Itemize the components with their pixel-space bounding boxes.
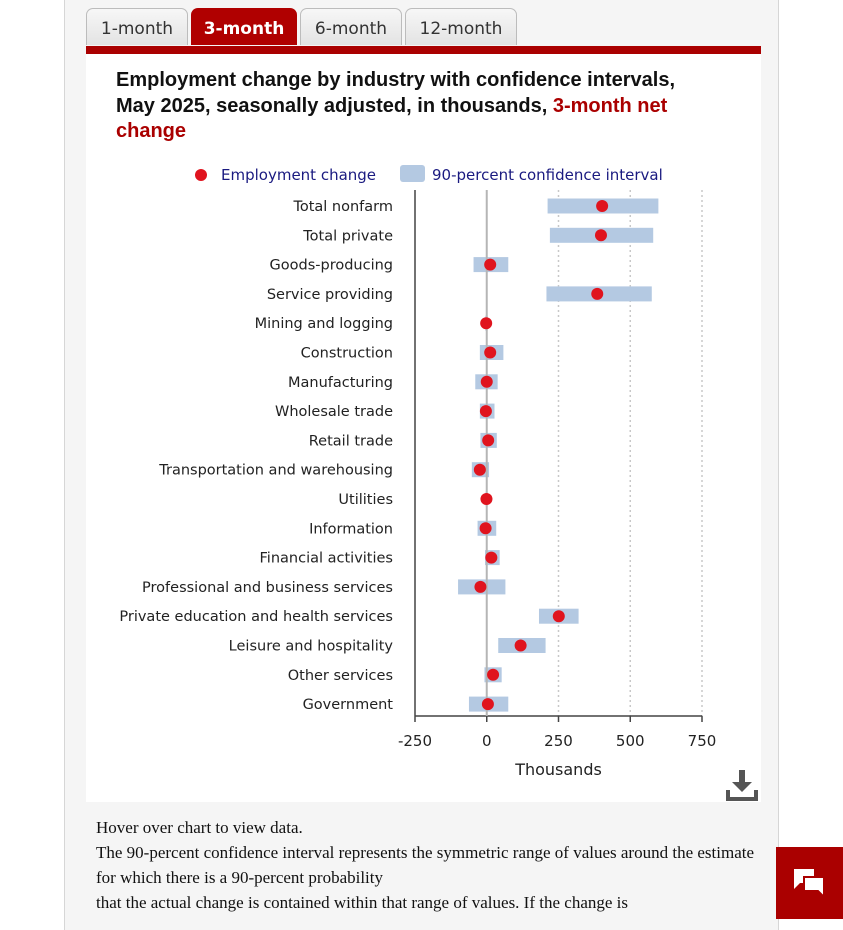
category-label: Private education and health services xyxy=(119,609,393,625)
legend-interval-swatch xyxy=(400,165,425,182)
chat-button[interactable] xyxy=(776,847,843,919)
data-point xyxy=(487,668,500,681)
data-point xyxy=(591,287,604,300)
data-point xyxy=(552,610,565,623)
data-point xyxy=(514,639,527,652)
data-point xyxy=(484,346,497,359)
category-label: Construction xyxy=(301,346,393,362)
x-axis-title: Thousands xyxy=(514,760,602,779)
tab-underline xyxy=(86,46,761,54)
data-point xyxy=(480,493,493,505)
category-label: Total private xyxy=(302,228,393,244)
employment-points xyxy=(473,200,609,711)
legend-point-marker xyxy=(195,169,207,181)
chart-plot[interactable]: Employment change 90-percent confidence … xyxy=(0,0,843,800)
chart-title-main: Employment change by industry with confi… xyxy=(116,69,676,117)
category-label: Transportation and warehousing xyxy=(158,463,393,479)
tab-12-month[interactable]: 12-month xyxy=(405,8,517,45)
data-point xyxy=(481,698,494,711)
axes xyxy=(414,190,703,722)
download-button[interactable] xyxy=(722,768,762,804)
category-label: Information xyxy=(309,521,393,537)
category-label: Mining and logging xyxy=(255,316,393,332)
download-icon xyxy=(726,770,758,801)
data-point xyxy=(485,551,498,564)
data-point xyxy=(473,463,486,476)
data-point xyxy=(480,375,493,388)
tab-6-month[interactable]: 6-month xyxy=(300,8,402,45)
x-tick-label: 500 xyxy=(616,732,645,750)
legend-point-label: Employment change xyxy=(221,166,376,184)
category-label: Leisure and hospitality xyxy=(229,639,394,655)
data-point xyxy=(479,522,492,535)
data-point xyxy=(596,200,609,212)
x-tick-labels: -250 0 250 500 750 xyxy=(398,732,716,750)
legend-interval-label: 90-percent confidence interval xyxy=(432,166,663,184)
category-label: Utilities xyxy=(338,492,393,508)
category-label: Other services xyxy=(288,668,393,684)
grid-lines xyxy=(557,190,703,716)
category-label: Government xyxy=(303,697,394,713)
x-tick-label: 0 xyxy=(482,732,492,750)
chart-title-highlight: 3-month net change xyxy=(116,94,668,143)
chart-title: Employment change by industry with confi… xyxy=(116,68,716,145)
category-labels: Total nonfarm Total private Goods-producin… xyxy=(119,199,393,713)
category-label: Financial activities xyxy=(260,551,393,567)
x-tick-label: -250 xyxy=(398,732,432,750)
tab-1-month[interactable]: 1-month xyxy=(86,8,188,45)
x-tick-label: 750 xyxy=(688,732,717,750)
data-point xyxy=(480,317,493,330)
category-label: Retail trade xyxy=(309,433,393,449)
category-label: Total nonfarm xyxy=(292,199,393,215)
data-point xyxy=(482,434,495,447)
notes-hover-hint: Hover over chart to view data. xyxy=(96,818,303,837)
category-label: Goods-producing xyxy=(270,258,393,274)
notes-interval-description: The 90-percent confidence interval repre… xyxy=(96,843,755,912)
tab-3-month[interactable]: 3-month xyxy=(191,8,297,45)
category-label: Manufacturing xyxy=(288,375,393,391)
chart-legend: Employment change 90-percent confidence … xyxy=(195,165,663,184)
data-point xyxy=(594,229,607,242)
x-tick-label: 250 xyxy=(544,732,573,750)
category-label: Service providing xyxy=(267,287,393,303)
chart-notes: Hover over chart to view data. The 90-pe… xyxy=(96,815,756,915)
data-point xyxy=(484,258,497,271)
data-point xyxy=(479,405,492,418)
data-point xyxy=(474,580,487,593)
category-label: Wholesale trade xyxy=(275,404,393,420)
category-label: Professional and business services xyxy=(142,580,393,596)
chat-icon xyxy=(794,869,825,900)
